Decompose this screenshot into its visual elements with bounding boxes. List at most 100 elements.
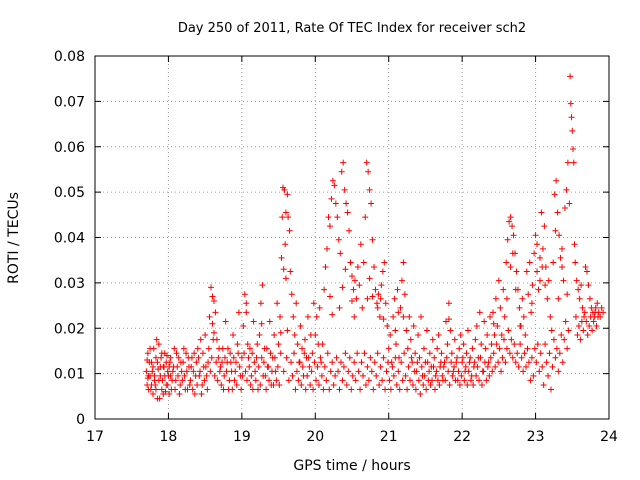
- data-point: [410, 322, 417, 329]
- data-point: [144, 350, 151, 357]
- data-point: [566, 200, 573, 207]
- data-point: [226, 377, 233, 384]
- data-point: [531, 345, 538, 352]
- data-point: [205, 345, 212, 352]
- data-point: [537, 350, 544, 357]
- x-tick-label: 24: [600, 429, 618, 445]
- data-point: [356, 282, 363, 289]
- data-point: [434, 345, 441, 352]
- data-point: [260, 359, 267, 366]
- data-point: [158, 354, 165, 361]
- data-point: [274, 363, 281, 370]
- data-point: [302, 336, 309, 343]
- data-point: [260, 372, 267, 379]
- data-point: [247, 381, 254, 388]
- data-point: [434, 377, 441, 384]
- data-point: [384, 322, 391, 329]
- data-point: [302, 386, 309, 393]
- data-point: [216, 345, 223, 352]
- data-point: [231, 377, 238, 384]
- data-point: [593, 322, 600, 329]
- data-point: [190, 368, 197, 375]
- data-point: [467, 354, 474, 361]
- data-point: [398, 277, 405, 284]
- data-point: [332, 200, 339, 207]
- y-tick-label: 0.04: [54, 231, 85, 247]
- data-point: [335, 368, 342, 375]
- data-point: [553, 177, 560, 184]
- data-point: [349, 372, 356, 379]
- data-point: [311, 359, 318, 366]
- data-point: [466, 359, 473, 366]
- data-point: [556, 232, 563, 239]
- data-point: [573, 277, 580, 284]
- data-point: [325, 214, 332, 221]
- data-point: [459, 354, 466, 361]
- data-point: [392, 354, 399, 361]
- data-point: [404, 386, 411, 393]
- data-point: [183, 368, 190, 375]
- data-point: [252, 368, 259, 375]
- data-point: [474, 363, 481, 370]
- data-point: [316, 304, 323, 311]
- data-point: [373, 372, 380, 379]
- data-point: [266, 377, 273, 384]
- data-point: [155, 341, 162, 348]
- data-point: [298, 381, 305, 388]
- data-point: [420, 345, 427, 352]
- data-point: [495, 359, 502, 366]
- data-point: [371, 263, 378, 270]
- data-point: [421, 372, 428, 379]
- data-point: [290, 350, 297, 357]
- data-point: [152, 386, 159, 393]
- data-point: [503, 345, 510, 352]
- data-point: [508, 336, 515, 343]
- data-point: [417, 391, 424, 398]
- data-point: [530, 372, 537, 379]
- data-point: [230, 332, 237, 339]
- data-point: [152, 354, 159, 361]
- data-point: [385, 345, 392, 352]
- data-point: [274, 300, 281, 307]
- data-point: [560, 277, 567, 284]
- data-point: [167, 372, 174, 379]
- data-point: [213, 359, 220, 366]
- data-point: [289, 372, 296, 379]
- data-point: [285, 214, 292, 221]
- data-point: [497, 304, 504, 311]
- data-point: [195, 354, 202, 361]
- data-point: [199, 350, 206, 357]
- data-point: [448, 350, 455, 357]
- data-point: [280, 368, 287, 375]
- data-point: [510, 232, 517, 239]
- data-point: [401, 350, 408, 357]
- data-point: [574, 332, 581, 339]
- data-point: [191, 391, 198, 398]
- data-point: [241, 350, 248, 357]
- data-point: [445, 368, 452, 375]
- data-point: [509, 250, 516, 257]
- data-point: [282, 241, 289, 248]
- data-point: [525, 359, 532, 366]
- data-point: [313, 377, 320, 384]
- data-point: [360, 372, 367, 379]
- data-point: [521, 350, 528, 357]
- data-point: [257, 381, 264, 388]
- data-point: [199, 381, 206, 388]
- data-point: [337, 250, 344, 257]
- data-point: [454, 354, 461, 361]
- data-point: [221, 372, 228, 379]
- data-point: [379, 268, 386, 275]
- data-point: [252, 377, 259, 384]
- y-tick-label: 0.01: [54, 367, 85, 383]
- data-point: [391, 295, 398, 302]
- data-point: [559, 245, 566, 252]
- data-point: [227, 359, 234, 366]
- data-point: [549, 363, 556, 370]
- data-point: [420, 381, 427, 388]
- data-point: [240, 322, 247, 329]
- data-point: [313, 313, 320, 320]
- data-point: [232, 368, 239, 375]
- data-point: [412, 350, 419, 357]
- data-point: [144, 357, 151, 364]
